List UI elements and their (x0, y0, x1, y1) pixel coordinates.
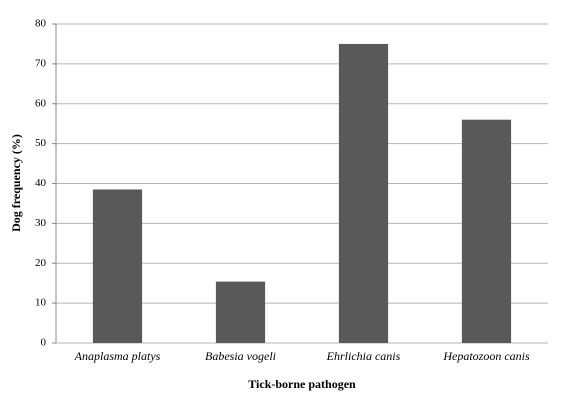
bar (338, 43, 389, 343)
y-tick-label: 70 (35, 57, 47, 69)
y-tick-label: 0 (41, 337, 47, 349)
y-tick-label: 60 (35, 97, 47, 109)
x-tick-label: Anaplasma platys (74, 349, 161, 363)
y-axis-title: Dog frequency (%) (9, 134, 23, 232)
bar (92, 189, 143, 343)
y-tick-label: 50 (35, 137, 47, 149)
bar (461, 119, 512, 343)
y-tick-label: 10 (35, 297, 47, 309)
x-axis-title: Tick-borne pathogen (248, 377, 356, 391)
x-tick-label: Babesia vogeli (205, 349, 276, 363)
y-tick-label: 40 (35, 177, 47, 189)
bar (215, 281, 266, 343)
y-tick-label: 20 (35, 257, 47, 269)
y-tick-label: 80 (35, 18, 47, 30)
y-tick-label: 30 (35, 217, 47, 229)
x-tick-label: Ehrlichia canis (326, 349, 401, 363)
x-tick-label: Hepatozoon canis (442, 349, 530, 363)
